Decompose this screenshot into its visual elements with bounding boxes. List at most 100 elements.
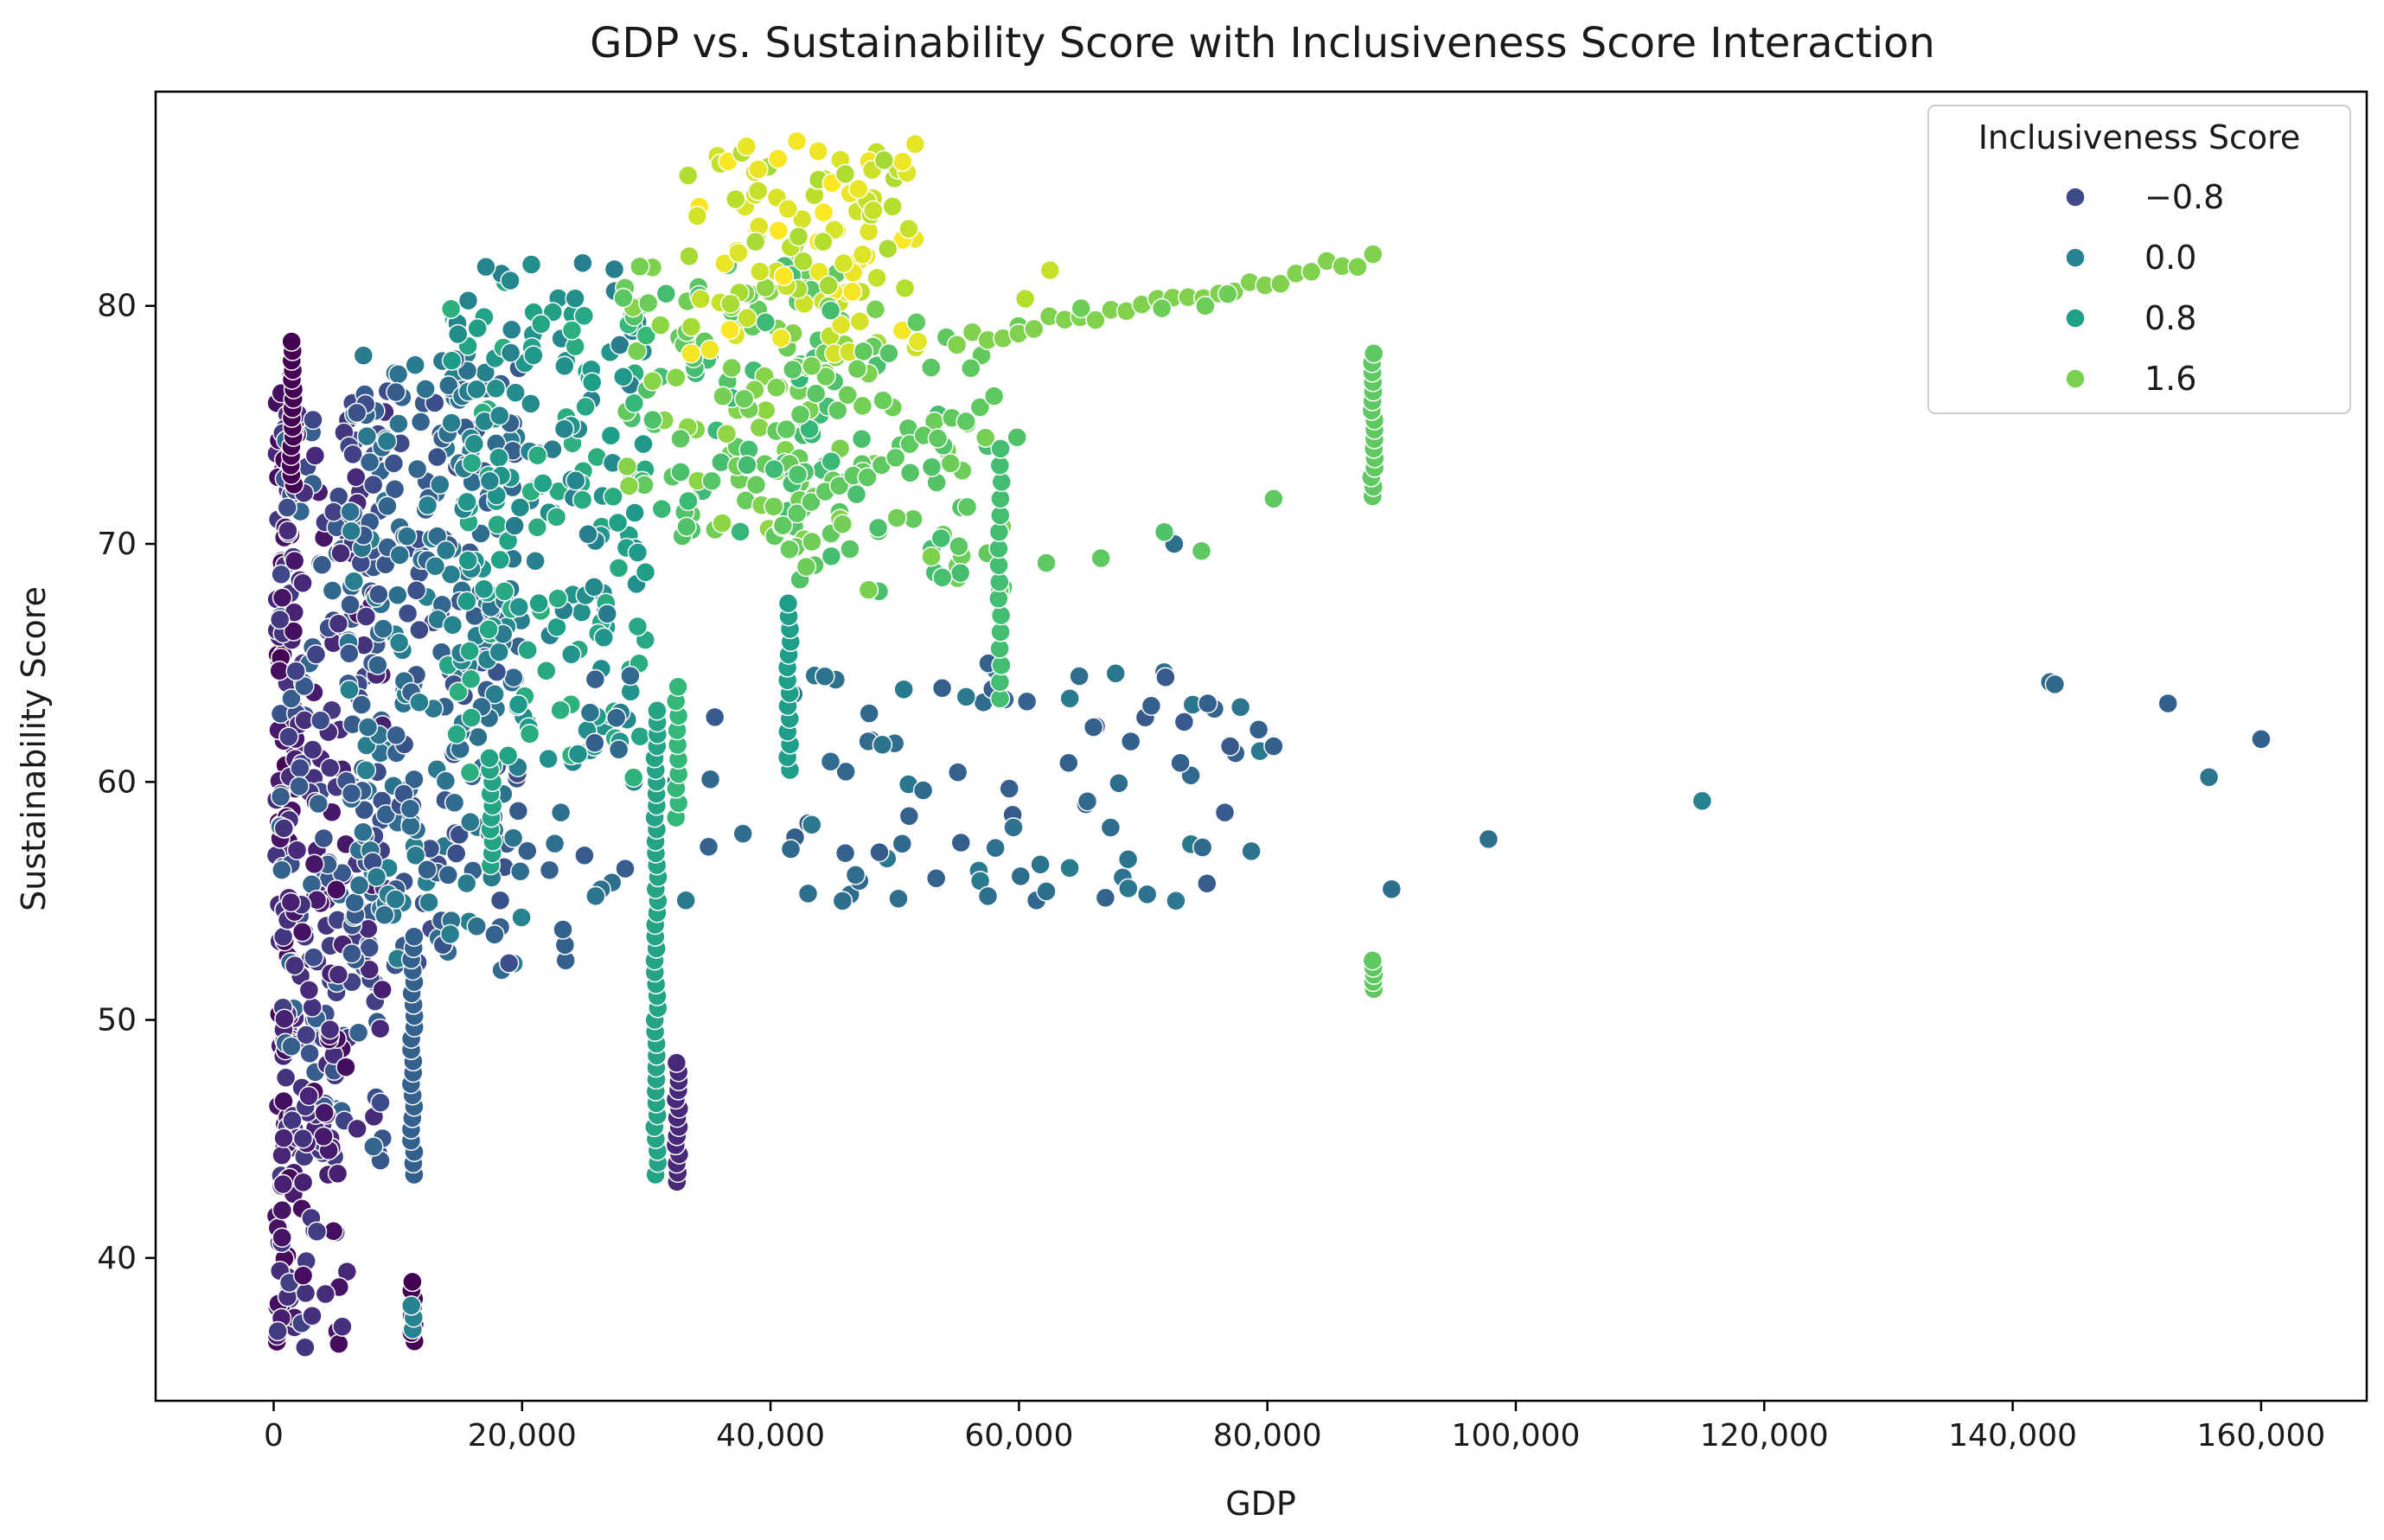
scatter-point <box>445 843 467 864</box>
scatter-point <box>2044 674 2066 695</box>
scatter-point <box>1166 890 1186 911</box>
scatter-point <box>326 879 347 900</box>
scatter-point <box>292 1128 314 1149</box>
scatter-point <box>770 328 791 348</box>
scatter-point <box>605 707 627 728</box>
scatter-point <box>489 890 511 911</box>
scatter-point <box>1109 772 1129 794</box>
scatter-point <box>339 642 360 664</box>
scatter-point <box>642 409 663 431</box>
scatter-point <box>292 572 313 594</box>
scatter-point <box>848 178 869 200</box>
scatter-point <box>546 507 567 527</box>
scatter-point <box>523 345 544 366</box>
scatter-point <box>295 1282 316 1304</box>
scatter-point <box>725 189 746 210</box>
scatter-point <box>328 964 349 985</box>
y-tick-label: 60 <box>97 764 137 800</box>
y-tick-label: 80 <box>97 289 137 324</box>
scatter-point <box>386 725 406 745</box>
scatter-point <box>502 828 524 848</box>
scatter-point <box>721 357 742 379</box>
scatter-point <box>489 405 510 426</box>
x-axis-ticks: 0 20,000 40,000 60,000 80,000 100,000 120,000 1… <box>264 1401 2325 1454</box>
scatter-point <box>788 226 809 247</box>
scatter-point <box>857 467 878 488</box>
scatter-point <box>801 355 822 376</box>
scatter-point <box>404 926 425 947</box>
scatter-point <box>1170 752 1191 774</box>
scatter-point <box>585 732 605 753</box>
scatter-point <box>438 865 459 885</box>
scatter-point <box>479 748 500 769</box>
scatter-point <box>593 627 615 649</box>
scatter-point <box>328 613 349 634</box>
scatter-point <box>1077 791 1098 812</box>
scatter-point <box>438 375 459 396</box>
scatter-point <box>867 517 889 539</box>
scatter-point <box>314 1102 335 1123</box>
scatter-point <box>383 453 405 474</box>
scatter-point <box>687 206 708 227</box>
scatter-point <box>815 366 836 387</box>
scatter-point <box>1023 318 1045 340</box>
scatter-point <box>385 889 406 910</box>
scatter-point <box>363 1136 384 1157</box>
scatter-point <box>273 1128 294 1148</box>
scatter-point <box>1301 261 1322 283</box>
scatter-point <box>668 676 688 697</box>
scatter-point <box>1197 872 1218 894</box>
scatter-point <box>457 491 477 513</box>
scatter-point <box>1059 858 1080 879</box>
scatter-point <box>295 1337 316 1358</box>
scatter-point <box>612 367 634 387</box>
scatter-point <box>899 462 921 483</box>
scatter-point <box>322 580 343 601</box>
scatter-point <box>921 457 943 477</box>
x-tick-label: 140,000 <box>1948 1418 2077 1454</box>
scatter-point <box>764 496 784 517</box>
scatter-point <box>461 452 483 474</box>
scatter-point <box>904 133 926 155</box>
scatter-point <box>1100 817 1122 838</box>
scatter-point <box>1117 848 1139 870</box>
scatter-point <box>677 165 699 186</box>
scatter-point <box>704 706 725 728</box>
scatter-point <box>397 603 419 624</box>
scatter-point <box>716 423 738 444</box>
scatter-point <box>585 885 606 907</box>
scatter-point <box>554 355 575 376</box>
scatter-point <box>504 515 525 536</box>
scatter-point <box>949 562 971 584</box>
scatter-point <box>313 1126 334 1147</box>
scatter-point <box>617 456 638 477</box>
scatter-point <box>1230 697 1251 718</box>
legend-marker <box>2065 368 2086 389</box>
scatter-point <box>459 762 481 783</box>
scatter-point <box>1069 666 1090 687</box>
scatter-point <box>347 1118 368 1140</box>
chart-title: GDP vs. Sustainability Score with Inclus… <box>590 19 1935 67</box>
scatter-point <box>678 490 699 512</box>
scatter-point <box>604 259 625 280</box>
scatter-point <box>681 316 702 337</box>
scatter-point <box>866 267 887 288</box>
scatter-point <box>921 546 942 567</box>
scatter-point <box>441 350 463 371</box>
scatter-point <box>441 412 462 433</box>
legend-label: 1.6 <box>2144 360 2196 398</box>
scatter-point <box>281 331 302 352</box>
scatter-point <box>1010 866 1032 887</box>
scatter-point <box>332 1316 353 1337</box>
scatter-point <box>613 287 634 309</box>
scatter-point <box>284 955 305 976</box>
scatter-point <box>272 1227 292 1248</box>
scatter-point <box>547 588 568 609</box>
scatter-point <box>550 700 571 720</box>
scatter-point <box>801 491 821 513</box>
x-tick-label: 60,000 <box>964 1418 1073 1454</box>
scatter-point <box>267 1320 288 1342</box>
scatter-point <box>508 693 529 715</box>
scatter-point <box>633 433 654 455</box>
scatter-point <box>737 308 757 329</box>
